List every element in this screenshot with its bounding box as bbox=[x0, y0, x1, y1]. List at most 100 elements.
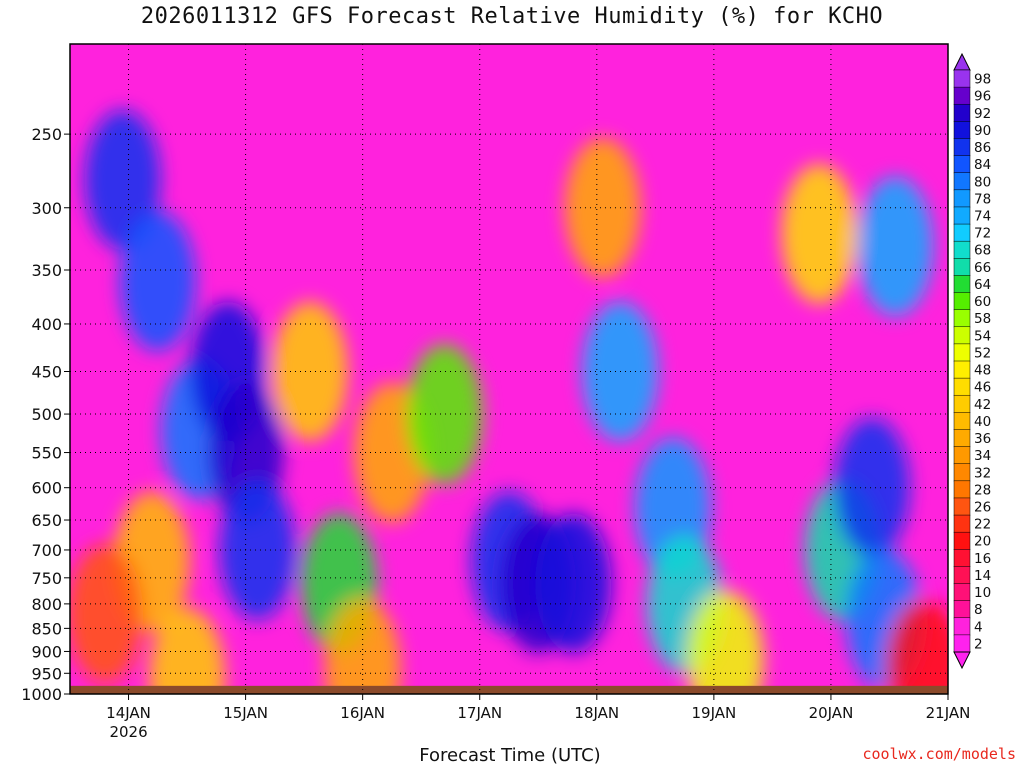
colorbar-label: 90 bbox=[974, 123, 991, 139]
rh-point-5 bbox=[219, 479, 296, 620]
colorbar-label: 36 bbox=[974, 431, 991, 447]
colorbar-label: 14 bbox=[974, 568, 991, 584]
colorbar-label: 42 bbox=[974, 397, 991, 413]
y-tick-label: 800 bbox=[31, 595, 62, 614]
colorbar-swatch bbox=[953, 617, 971, 636]
colorbar-label: 22 bbox=[974, 517, 991, 533]
colorbar-label: 86 bbox=[974, 140, 991, 156]
colorbar-swatch bbox=[953, 343, 971, 362]
chart-title: 2026011312 GFS Forecast Relative Humidit… bbox=[140, 4, 884, 29]
colorbar-label: 92 bbox=[974, 106, 991, 122]
colorbar-swatch bbox=[953, 514, 971, 533]
colorbar-swatch bbox=[953, 531, 971, 550]
ground-surface bbox=[70, 685, 948, 694]
rh-point-0 bbox=[84, 109, 161, 250]
colorbar-label: 4 bbox=[974, 619, 983, 635]
colorbar-label: 26 bbox=[974, 500, 991, 516]
y-tick-label: 950 bbox=[31, 664, 62, 683]
colorbar-swatch bbox=[953, 497, 971, 516]
x-tick-label: 20JAN bbox=[809, 704, 854, 722]
colorbar-swatch bbox=[953, 549, 971, 567]
x-tick-label: 17JAN bbox=[457, 704, 502, 722]
colorbar-swatch bbox=[953, 240, 971, 259]
colorbar-swatch bbox=[953, 377, 971, 396]
plot-frame bbox=[69, 43, 949, 695]
rh-point-19 bbox=[781, 163, 858, 304]
y-tick-label: 650 bbox=[31, 511, 62, 530]
colorbar-swatch bbox=[953, 189, 971, 208]
colorbar-swatch bbox=[953, 292, 971, 311]
colorbar-swatch bbox=[953, 309, 971, 328]
rh-point-8 bbox=[271, 301, 348, 442]
colorbar-swatch bbox=[953, 258, 971, 276]
x-axis-label: Forecast Time (UTC) bbox=[419, 745, 601, 766]
colorbar-label: 28 bbox=[974, 482, 991, 498]
colorbar-swatch bbox=[953, 566, 971, 585]
colorbar-swatch bbox=[953, 360, 971, 379]
y-tick-label: 900 bbox=[31, 642, 62, 661]
y-tick-label: 300 bbox=[31, 199, 62, 218]
y-tick-label: 600 bbox=[31, 479, 62, 498]
colorbar-swatch bbox=[953, 138, 971, 157]
colorbar-label: 34 bbox=[974, 448, 991, 464]
rh-point-25 bbox=[324, 599, 401, 694]
y-tick-label: 850 bbox=[31, 619, 62, 638]
colorbar-label: 48 bbox=[974, 363, 991, 379]
rh-point-26 bbox=[149, 607, 226, 694]
colorbar-swatch bbox=[953, 223, 971, 242]
y-tick-label: 350 bbox=[31, 261, 62, 280]
x-tick-label: 15JAN bbox=[223, 704, 268, 722]
colorbar-label: 46 bbox=[974, 380, 991, 396]
colorbar-swatch bbox=[953, 480, 971, 499]
rh-point-11 bbox=[406, 344, 483, 485]
x-tick-label: 18JAN bbox=[574, 704, 619, 722]
colorbar-swatch bbox=[953, 583, 971, 602]
colorbar-label: 58 bbox=[974, 311, 991, 327]
colorbar-label: 74 bbox=[974, 209, 991, 225]
colorbar-label: 66 bbox=[974, 260, 991, 276]
rh-point-18 bbox=[564, 137, 641, 278]
credit-link[interactable]: coolwx.com/models bbox=[862, 745, 1016, 763]
colorbar-swatch bbox=[953, 394, 971, 413]
colorbar-swatch bbox=[953, 446, 971, 465]
rh-point-22 bbox=[857, 176, 934, 317]
x-tick-year-label: 2026 bbox=[109, 723, 147, 741]
colorbar-label: 98 bbox=[974, 72, 991, 88]
colorbar-swatch bbox=[953, 275, 971, 294]
colorbar-swatch bbox=[953, 429, 971, 448]
colorbar-swatch bbox=[953, 463, 971, 482]
colorbar-swatch bbox=[953, 412, 971, 431]
y-tick-label: 450 bbox=[31, 363, 62, 382]
colorbar-swatch bbox=[953, 155, 971, 174]
rh-point-1 bbox=[119, 211, 196, 352]
colorbar-swatch bbox=[953, 326, 971, 345]
colorbar-label: 54 bbox=[974, 328, 991, 344]
colorbar-label: 20 bbox=[974, 534, 991, 550]
colorbar-label: 78 bbox=[974, 191, 991, 207]
colorbar-swatch bbox=[953, 121, 971, 140]
colorbar-swatch bbox=[953, 634, 971, 653]
colorbar-label: 68 bbox=[974, 243, 991, 259]
y-tick-label: 400 bbox=[31, 315, 62, 334]
colorbar-label: 32 bbox=[974, 465, 991, 481]
colorbar-swatch bbox=[953, 103, 971, 122]
colorbar-swatch bbox=[953, 206, 971, 225]
colorbar-swatch bbox=[953, 600, 971, 619]
x-tick-label: 21JAN bbox=[926, 704, 971, 722]
colorbar-label: 8 bbox=[974, 602, 983, 618]
colorbar-label: 16 bbox=[974, 551, 991, 567]
y-tick-label: 700 bbox=[31, 541, 62, 560]
rh-point-14 bbox=[535, 513, 612, 654]
x-tick-label: 14JAN bbox=[106, 704, 151, 722]
y-tick-label: 500 bbox=[31, 405, 62, 424]
colorbar-label: 72 bbox=[974, 226, 991, 242]
colorbar-label: 64 bbox=[974, 277, 991, 293]
colorbar-swatch bbox=[953, 86, 971, 105]
x-tick-label: 16JAN bbox=[340, 704, 385, 722]
colorbar-label: 96 bbox=[974, 89, 991, 105]
plot-area bbox=[70, 44, 948, 694]
colorbar-label: 84 bbox=[974, 157, 991, 173]
colorbar-label: 2 bbox=[974, 636, 983, 652]
colorbar-label: 80 bbox=[974, 174, 991, 190]
